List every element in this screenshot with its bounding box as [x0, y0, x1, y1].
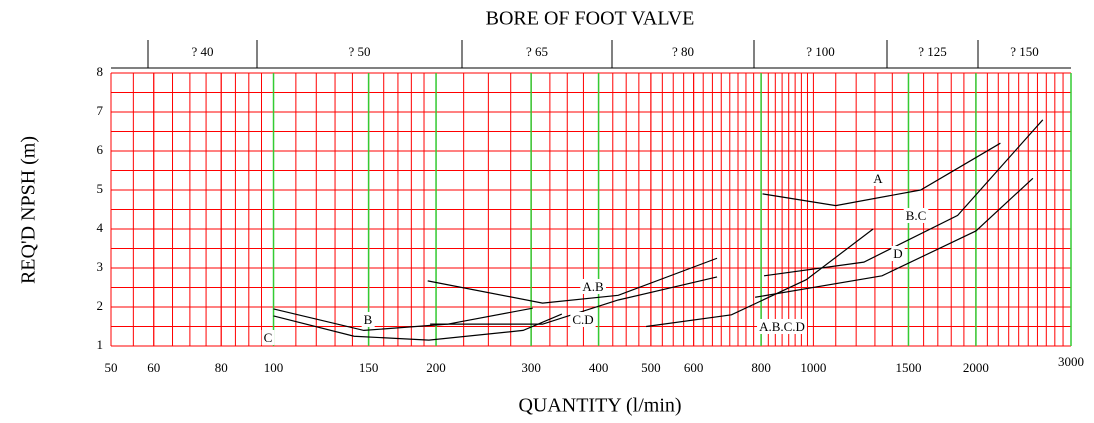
x-tick-label: 500 [641, 360, 661, 375]
x-tick-label: 300 [521, 360, 541, 375]
y-tick-label: 1 [97, 337, 104, 352]
top-label: ? 65 [526, 44, 548, 59]
x-tick-label: 50 [105, 360, 118, 375]
x-tick-label: 1000 [800, 360, 826, 375]
curve-label-bg [903, 207, 929, 223]
curve-label-bg [361, 311, 375, 327]
y-tick-label: 7 [97, 103, 104, 118]
x-tick-label: 600 [684, 360, 704, 375]
y-tick-label: 2 [97, 298, 104, 313]
x-tick-label: 150 [359, 360, 379, 375]
curve [755, 177, 1034, 298]
curve-label: C [264, 330, 273, 345]
x-tick-label: 100 [264, 360, 284, 375]
x-axis-title: QUANTITY (l/min) [518, 395, 681, 417]
curve-label: A.B.C.D [759, 319, 805, 334]
curve-label: B.C [906, 208, 927, 223]
x-tick-label: 200 [426, 360, 446, 375]
x-tick-label: 1500 [895, 360, 921, 375]
y-tick-label: 6 [97, 142, 104, 157]
curve-label: D [893, 246, 902, 261]
curve-label-bg [570, 311, 596, 327]
x-tick-label: 80 [215, 360, 228, 375]
curve-label-bg [891, 245, 905, 261]
curve-label-bg [261, 329, 275, 345]
curve-label: A [873, 171, 883, 186]
curve [427, 257, 718, 304]
chart-title: BORE OF FOOT VALVE [486, 8, 695, 30]
curve-label-bg [871, 170, 886, 186]
curve-label: A.B [582, 279, 604, 294]
y-tick-label: 4 [97, 220, 104, 235]
curve-label: C.D [572, 312, 593, 327]
y-axis-title: REQ'D NPSH (m) [18, 136, 40, 284]
y-tick-label: 3 [97, 259, 104, 274]
curve [763, 119, 1044, 277]
x-tick-label: 2000 [963, 360, 989, 375]
curve-label-bg [757, 318, 807, 334]
top-label: ? 50 [348, 44, 370, 59]
curve [273, 307, 533, 332]
x-tick-label: 3000 [1058, 354, 1084, 369]
y-tick-label: 8 [97, 64, 104, 79]
curve-label: B [364, 312, 373, 327]
top-label: ? 100 [806, 44, 835, 59]
top-label: ? 150 [1010, 44, 1039, 59]
top-label: ? 40 [191, 44, 213, 59]
curve [273, 313, 563, 341]
top-label: ? 125 [918, 44, 947, 59]
top-label: ? 80 [672, 44, 694, 59]
curve-label-bg [580, 278, 606, 294]
x-tick-label: 800 [751, 360, 771, 375]
x-tick-label: 60 [147, 360, 160, 375]
y-tick-label: 5 [97, 181, 104, 196]
curve [646, 228, 874, 328]
x-tick-label: 400 [589, 360, 609, 375]
curve [762, 142, 1001, 207]
